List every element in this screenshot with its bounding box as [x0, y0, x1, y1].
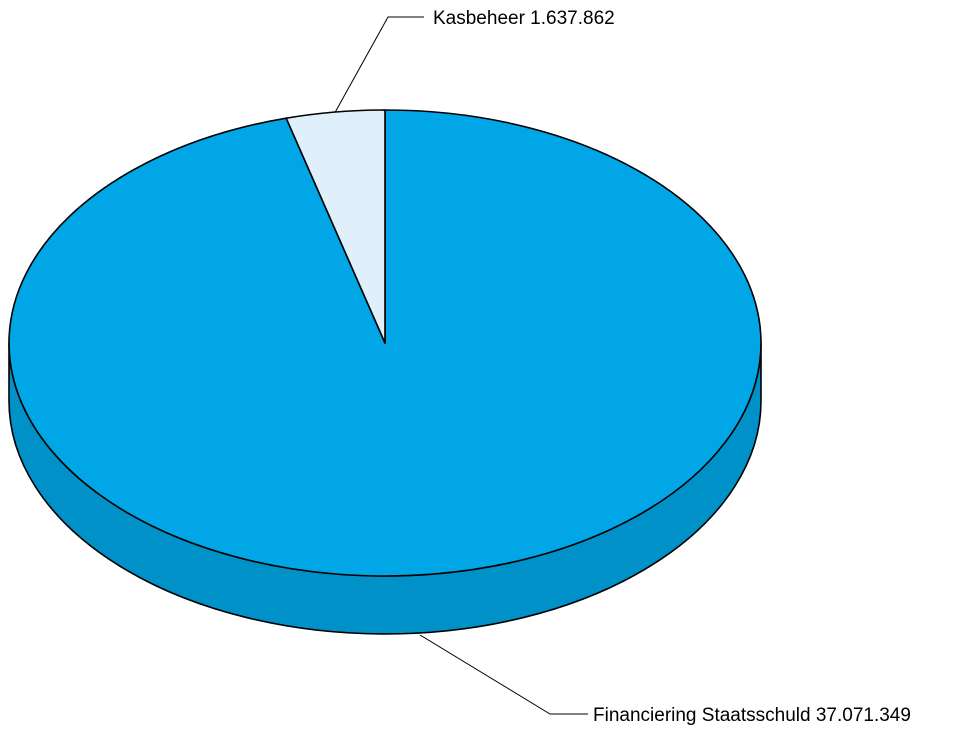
data-label-financiering: Financiering Staatsschuld 37.071.349	[593, 705, 911, 726]
pie-slice-kasbeheer	[285, 109, 386, 344]
leader-line-financiering	[419, 634, 588, 715]
data-label-kasbeheer: Kasbeheer 1.637.862	[433, 8, 615, 29]
leader-line-kasbeheer	[334, 16, 424, 113]
